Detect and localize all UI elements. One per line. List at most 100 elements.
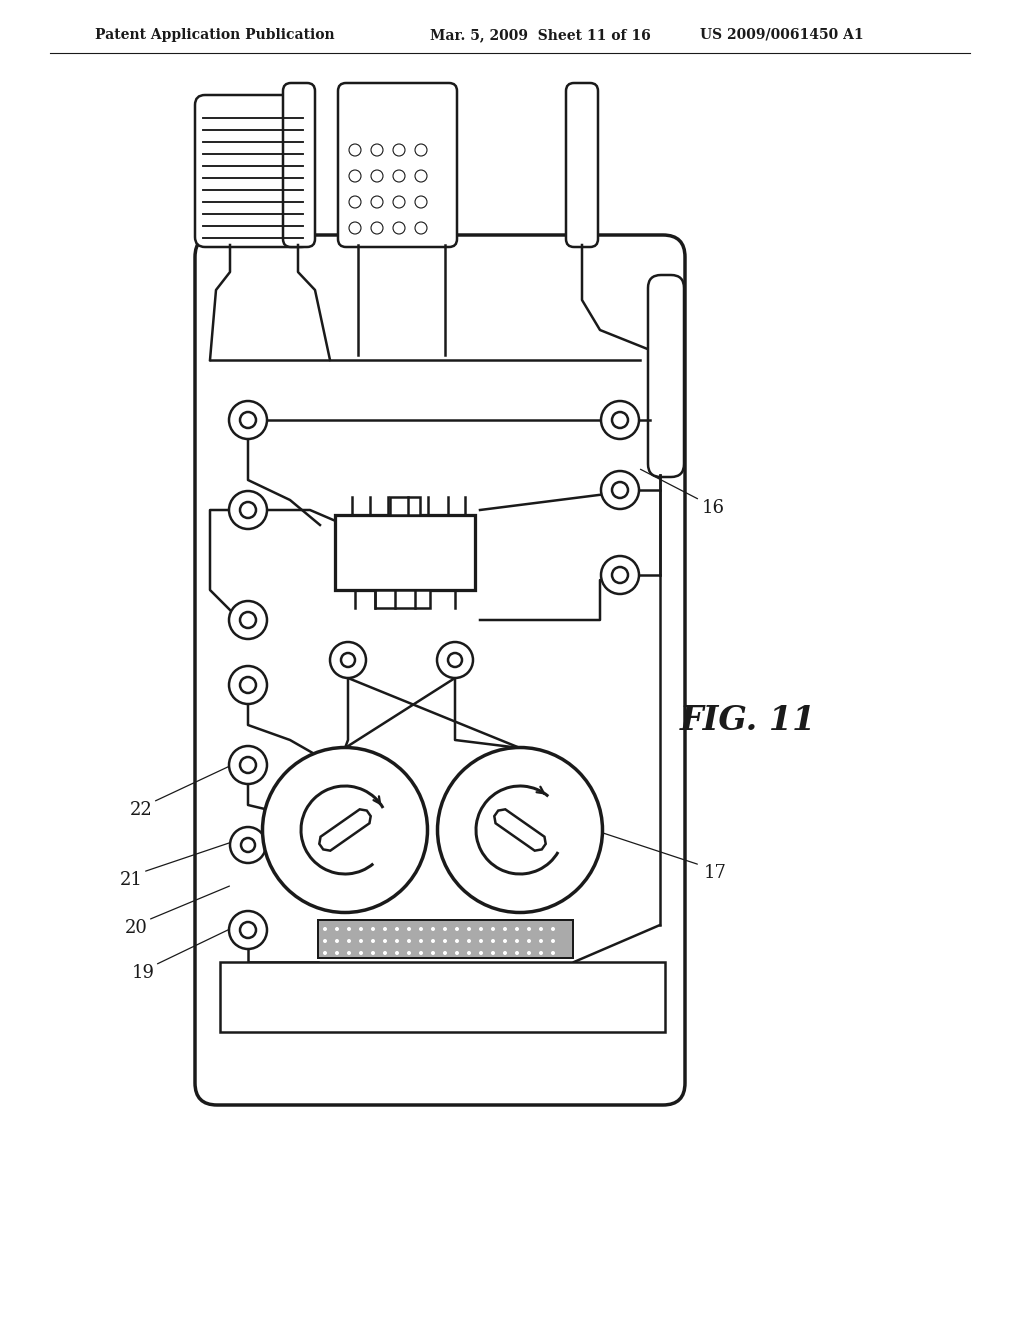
Circle shape [349,195,361,209]
Circle shape [240,502,256,517]
Circle shape [349,170,361,182]
Circle shape [415,144,427,156]
Circle shape [371,927,375,931]
Circle shape [323,939,327,942]
Circle shape [431,950,435,954]
Circle shape [359,939,362,942]
Circle shape [240,612,256,628]
Circle shape [467,950,471,954]
Circle shape [230,828,266,863]
Circle shape [335,939,339,942]
Circle shape [503,950,507,954]
Circle shape [479,927,483,931]
Bar [318,920,573,958]
Circle shape [229,667,267,704]
Circle shape [455,950,459,954]
Circle shape [349,222,361,234]
Text: 21: 21 [120,871,142,888]
Circle shape [229,601,267,639]
Ellipse shape [262,747,427,912]
Circle shape [240,921,256,939]
Polygon shape [495,809,546,850]
FancyBboxPatch shape [195,95,311,247]
Circle shape [383,939,387,942]
Circle shape [612,482,628,498]
Circle shape [443,939,447,942]
Text: 22: 22 [130,801,153,818]
Circle shape [240,677,256,693]
Circle shape [407,950,411,954]
Circle shape [479,950,483,954]
FancyBboxPatch shape [195,235,685,1105]
Circle shape [407,927,411,931]
Circle shape [449,653,462,667]
Circle shape [407,939,411,942]
Circle shape [347,939,351,942]
Circle shape [383,950,387,954]
Bar [335,515,475,590]
Circle shape [490,939,495,942]
Circle shape [431,927,435,931]
Circle shape [229,911,267,949]
Text: 20: 20 [125,919,147,937]
Circle shape [415,222,427,234]
Circle shape [490,927,495,931]
Circle shape [371,950,375,954]
Circle shape [601,471,639,510]
Circle shape [330,642,366,678]
Circle shape [393,195,406,209]
Circle shape [335,950,339,954]
Circle shape [371,144,383,156]
FancyBboxPatch shape [283,83,315,247]
Circle shape [551,939,555,942]
Circle shape [612,412,628,428]
Circle shape [437,642,473,678]
Circle shape [515,927,519,931]
Circle shape [539,939,543,942]
Circle shape [551,950,555,954]
Ellipse shape [437,747,602,912]
Text: FIG. 11: FIG. 11 [680,704,816,737]
Circle shape [349,144,361,156]
Circle shape [455,939,459,942]
Text: Mar. 5, 2009  Sheet 11 of 16: Mar. 5, 2009 Sheet 11 of 16 [430,28,650,42]
Circle shape [323,950,327,954]
Circle shape [383,927,387,931]
Circle shape [229,491,267,529]
Circle shape [515,939,519,942]
Circle shape [527,927,531,931]
Circle shape [601,556,639,594]
Circle shape [479,939,483,942]
Circle shape [347,927,351,931]
Circle shape [467,927,471,931]
Circle shape [539,927,543,931]
Circle shape [371,939,375,942]
Circle shape [371,170,383,182]
Circle shape [395,927,399,931]
Circle shape [240,756,256,774]
Bar [375,590,430,609]
Circle shape [455,927,459,931]
Circle shape [347,950,351,954]
Circle shape [359,950,362,954]
Circle shape [503,939,507,942]
FancyBboxPatch shape [648,275,684,477]
FancyBboxPatch shape [566,83,598,247]
Text: US 2009/0061450 A1: US 2009/0061450 A1 [700,28,863,42]
Text: 16: 16 [701,499,725,517]
Circle shape [323,927,327,931]
Circle shape [395,950,399,954]
Circle shape [467,939,471,942]
Circle shape [415,195,427,209]
Circle shape [539,950,543,954]
Circle shape [229,401,267,440]
Circle shape [419,950,423,954]
Circle shape [229,746,267,784]
Circle shape [527,950,531,954]
Text: Patent Application Publication: Patent Application Publication [95,28,335,42]
Circle shape [335,927,339,931]
FancyBboxPatch shape [338,83,457,247]
Circle shape [431,939,435,942]
Circle shape [503,927,507,931]
Circle shape [612,568,628,583]
